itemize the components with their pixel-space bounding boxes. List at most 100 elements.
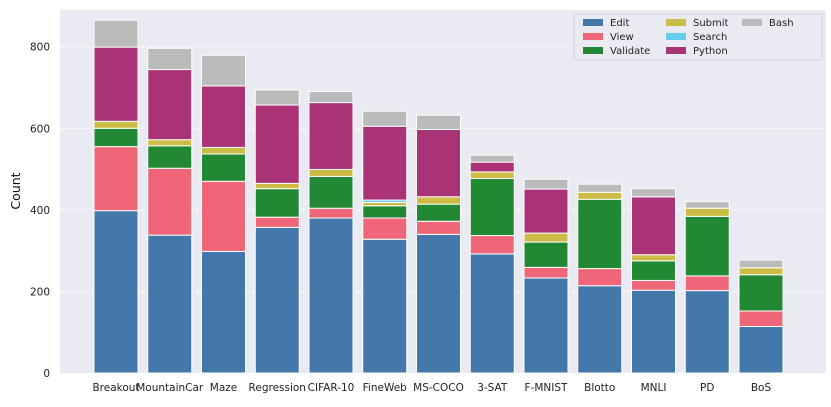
bar-segment-view	[684, 275, 730, 292]
bar-segment-validate	[577, 198, 623, 270]
x-tick-label: FineWeb	[363, 382, 408, 394]
bar-segment-validate	[93, 127, 139, 148]
legend-swatch	[666, 19, 686, 26]
legend-label: Submit	[693, 18, 729, 29]
y-tick-label: 0	[43, 368, 50, 380]
legend-item-validate: Validate	[583, 46, 650, 57]
y-tick-label: 600	[30, 123, 50, 135]
bar-segment-validate	[147, 145, 193, 169]
bar-segment-submit	[738, 267, 784, 276]
bar-segment-python	[362, 125, 408, 201]
bar-segment-submit	[469, 171, 515, 179]
bar-segment-edit	[254, 226, 300, 374]
bar-segment-validate	[201, 153, 246, 182]
bar-segment-python	[631, 196, 676, 256]
legend-label: Search	[693, 32, 727, 43]
bar-segment-validate	[523, 241, 569, 268]
bar-segment-bash	[93, 19, 139, 48]
legend-swatch	[583, 47, 603, 54]
bar-segment-validate	[254, 188, 300, 218]
bar-stack	[93, 19, 139, 374]
bar-segment-view	[254, 216, 300, 228]
legend-swatch	[583, 19, 603, 26]
legend: Edit View Validate Submit Search Python Bash	[573, 13, 823, 61]
bar-stack	[308, 91, 354, 374]
bars	[93, 19, 784, 374]
y-axis-label: Count	[8, 172, 23, 209]
bar-segment-python	[308, 102, 354, 170]
bar-segment-view	[631, 279, 676, 291]
legend-label: Validate	[610, 46, 650, 57]
y-tick-labels: 0 200 400 600 800	[30, 42, 50, 380]
bar-segment-bash	[631, 188, 676, 198]
bar-segment-edit	[684, 290, 730, 374]
bar-segment-bash	[147, 47, 193, 71]
bar-segment-submit	[577, 191, 623, 200]
bar-segment-view	[147, 167, 193, 236]
bar-segment-submit	[631, 254, 676, 262]
bar-segment-view	[577, 268, 623, 287]
bar-segment-submit	[147, 139, 193, 147]
legend-swatch	[583, 33, 603, 40]
bar-segment-validate	[308, 175, 354, 209]
bar-segment-validate	[416, 203, 461, 222]
bar-segment-edit	[147, 234, 193, 374]
bar-segment-submit	[254, 182, 300, 190]
x-tick-label: Blotto	[584, 382, 615, 394]
bar-segment-submit	[201, 146, 246, 155]
bar-segment-bash	[308, 91, 354, 104]
legend-item-edit: Edit	[583, 18, 629, 29]
bar-segment-edit	[469, 253, 515, 374]
bar-segment-bash	[469, 154, 515, 163]
bar-segment-validate	[362, 205, 408, 219]
x-tick-label: Breakout	[92, 382, 139, 394]
bar-stack	[469, 154, 515, 374]
legend-label: Bash	[769, 18, 794, 29]
x-tick-label: Regression	[249, 382, 306, 394]
bar-stack	[254, 89, 300, 374]
bar-segment-bash	[523, 178, 569, 190]
bar-segment-bash	[254, 89, 300, 106]
y-tick-label: 800	[30, 42, 50, 54]
bar-segment-bash	[362, 110, 408, 127]
legend-swatch	[666, 47, 686, 54]
bar-segment-edit	[523, 277, 569, 374]
x-tick-label: 3-SAT	[477, 382, 508, 394]
bar-segment-submit	[308, 168, 354, 177]
bar-stack	[201, 54, 246, 374]
legend-item-python: Python	[666, 46, 728, 57]
bar-segment-python	[93, 46, 139, 122]
x-tick-label: Maze	[210, 382, 237, 394]
y-tick-label: 400	[30, 205, 50, 217]
bar-segment-view	[523, 266, 569, 279]
legend-swatch	[742, 19, 762, 26]
bar-segment-bash	[201, 54, 246, 87]
legend-label: View	[610, 32, 634, 43]
bar-segment-edit	[631, 289, 676, 374]
bar-stack	[631, 188, 676, 374]
bar-segment-edit	[201, 250, 246, 374]
bar-segment-python	[416, 129, 461, 198]
bar-segment-validate	[684, 215, 730, 277]
bar-stack	[684, 201, 730, 374]
bar-segment-edit	[416, 233, 461, 374]
bar-segment-submit	[684, 207, 730, 217]
legend-item-bash: Bash	[742, 18, 794, 29]
bar-segment-submit	[416, 196, 461, 205]
bar-segment-python	[469, 161, 515, 173]
bar-segment-view	[308, 207, 354, 219]
x-tick-label: BoS	[751, 382, 772, 394]
bar-stack	[416, 114, 461, 374]
x-tick-label: MS-COCO	[413, 382, 464, 394]
bar-segment-edit	[308, 217, 354, 374]
bar-segment-bash	[577, 183, 623, 193]
bar-stack	[147, 47, 193, 374]
bar-segment-python	[523, 188, 569, 234]
x-tick-label: MountainCar	[136, 382, 204, 394]
bar-stack	[577, 183, 623, 374]
x-tick-label: PD	[700, 382, 714, 394]
bar-segment-validate	[469, 177, 515, 237]
bar-segment-view	[93, 146, 139, 212]
